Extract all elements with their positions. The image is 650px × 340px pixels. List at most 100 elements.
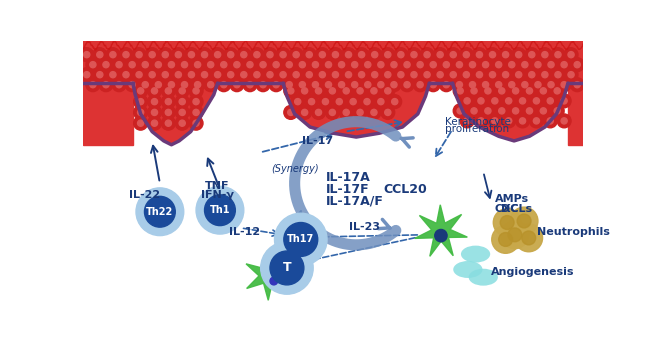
Circle shape	[505, 78, 519, 91]
Circle shape	[263, 68, 277, 82]
Circle shape	[443, 62, 449, 68]
Circle shape	[84, 52, 90, 58]
Circle shape	[543, 114, 557, 128]
Circle shape	[452, 58, 466, 72]
Circle shape	[570, 78, 584, 91]
Circle shape	[452, 78, 466, 91]
Circle shape	[125, 78, 139, 91]
Circle shape	[164, 78, 178, 91]
Circle shape	[505, 58, 519, 72]
Circle shape	[453, 104, 467, 118]
Circle shape	[515, 224, 543, 252]
Circle shape	[159, 48, 172, 62]
Bar	[83, 41, 584, 83]
Circle shape	[293, 52, 299, 58]
Circle shape	[315, 88, 322, 94]
Polygon shape	[83, 41, 133, 145]
Circle shape	[398, 52, 404, 58]
Circle shape	[435, 230, 447, 242]
Circle shape	[247, 62, 253, 68]
Circle shape	[172, 48, 185, 62]
Circle shape	[465, 78, 480, 91]
Circle shape	[86, 58, 100, 72]
Circle shape	[162, 72, 168, 78]
Circle shape	[439, 58, 453, 72]
Circle shape	[367, 105, 381, 119]
Circle shape	[176, 105, 189, 119]
Circle shape	[495, 104, 509, 118]
Circle shape	[176, 95, 189, 108]
Circle shape	[391, 62, 397, 68]
Circle shape	[476, 72, 482, 78]
Circle shape	[536, 84, 551, 98]
Circle shape	[116, 62, 122, 68]
Circle shape	[420, 68, 434, 82]
Circle shape	[273, 62, 280, 68]
Circle shape	[381, 105, 395, 119]
Circle shape	[237, 48, 251, 62]
Text: DC: DC	[501, 204, 518, 214]
Circle shape	[417, 62, 423, 68]
Circle shape	[368, 48, 382, 62]
Circle shape	[136, 72, 142, 78]
Circle shape	[486, 68, 499, 82]
Circle shape	[517, 214, 531, 228]
Circle shape	[526, 88, 532, 94]
Circle shape	[531, 58, 545, 72]
Circle shape	[368, 68, 382, 82]
Circle shape	[522, 231, 536, 245]
Circle shape	[473, 48, 486, 62]
Circle shape	[489, 52, 495, 58]
Text: IL-17A: IL-17A	[326, 171, 370, 184]
Circle shape	[551, 48, 565, 62]
Circle shape	[551, 104, 564, 118]
Circle shape	[485, 108, 491, 114]
Text: AMPs: AMPs	[495, 194, 529, 204]
Circle shape	[176, 72, 181, 78]
Circle shape	[273, 82, 280, 88]
Circle shape	[234, 82, 240, 88]
Text: IL-12: IL-12	[229, 227, 260, 237]
Circle shape	[129, 82, 135, 88]
Circle shape	[224, 68, 238, 82]
Circle shape	[400, 58, 414, 72]
Circle shape	[353, 84, 367, 98]
Circle shape	[240, 72, 247, 78]
Circle shape	[322, 99, 328, 105]
Circle shape	[533, 118, 540, 124]
Circle shape	[284, 84, 298, 98]
Circle shape	[339, 62, 345, 68]
Circle shape	[547, 98, 553, 104]
Circle shape	[145, 48, 159, 62]
Text: CCL20: CCL20	[384, 183, 427, 196]
Circle shape	[526, 108, 532, 114]
Circle shape	[189, 116, 203, 130]
Circle shape	[528, 52, 535, 58]
Circle shape	[302, 109, 307, 116]
Ellipse shape	[469, 269, 498, 286]
Circle shape	[181, 82, 188, 88]
Circle shape	[394, 48, 408, 62]
Circle shape	[561, 118, 567, 124]
Circle shape	[299, 82, 305, 88]
Circle shape	[165, 88, 172, 94]
Circle shape	[198, 48, 211, 62]
Circle shape	[217, 58, 231, 72]
Circle shape	[326, 62, 332, 68]
Circle shape	[385, 109, 391, 116]
Circle shape	[284, 105, 298, 119]
Circle shape	[151, 78, 165, 91]
Polygon shape	[452, 41, 584, 141]
Circle shape	[203, 58, 218, 72]
Circle shape	[544, 58, 558, 72]
Circle shape	[488, 94, 502, 108]
Circle shape	[481, 84, 495, 98]
Circle shape	[540, 108, 547, 114]
Circle shape	[515, 94, 530, 108]
Circle shape	[426, 58, 440, 72]
Circle shape	[193, 99, 199, 105]
Circle shape	[495, 84, 509, 98]
Circle shape	[501, 221, 528, 249]
Circle shape	[256, 58, 270, 72]
Circle shape	[519, 118, 526, 124]
